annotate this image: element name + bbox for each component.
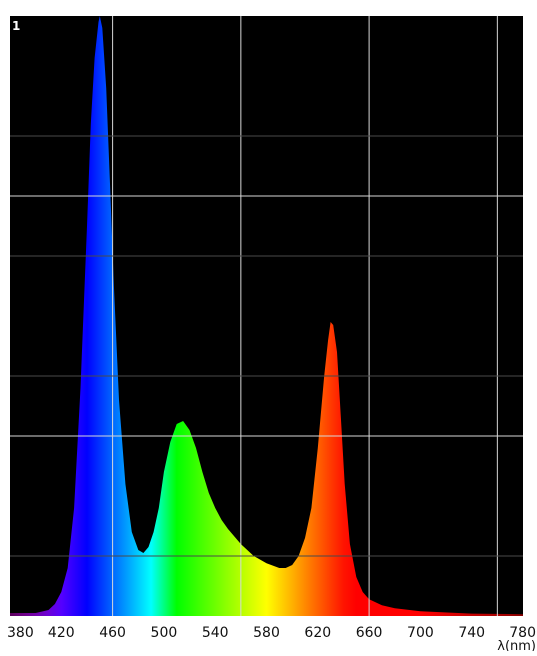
y-tick-label: 1: [12, 19, 20, 33]
x-tick-label: 500: [151, 625, 178, 641]
x-tick-label: 420: [48, 625, 75, 641]
x-tick-label: 740: [458, 625, 485, 641]
x-tick-label: 540: [202, 625, 229, 641]
x-tick-label: 700: [407, 625, 434, 641]
x-tick-label: 580: [253, 625, 280, 641]
x-tick-label: 660: [356, 625, 383, 641]
x-tick-label: 780: [509, 625, 536, 641]
x-tick-label: 380: [7, 625, 34, 641]
x-tick-label: 620: [304, 625, 331, 641]
x-axis-label: λ(nm): [497, 639, 536, 651]
x-tick-label: 460: [99, 625, 126, 641]
